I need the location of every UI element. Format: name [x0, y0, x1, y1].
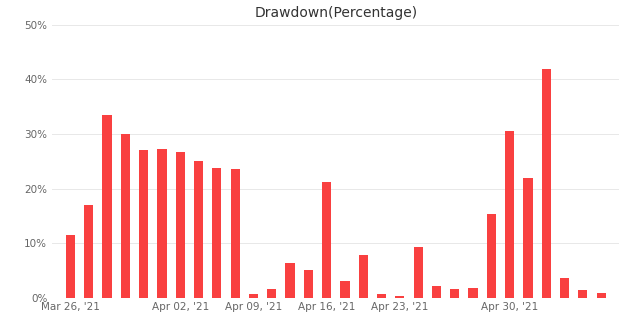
Bar	[578, 291, 587, 298]
Bar	[523, 177, 532, 298]
Bar	[231, 169, 240, 298]
Bar	[377, 294, 386, 298]
Bar	[102, 115, 112, 298]
Bar	[304, 270, 313, 298]
Bar	[194, 161, 203, 298]
Bar	[341, 281, 349, 298]
Bar	[176, 152, 185, 298]
Bar	[139, 150, 148, 298]
Title: Drawdown(Percentage): Drawdown(Percentage)	[254, 5, 418, 19]
Bar	[414, 247, 422, 298]
Bar	[487, 214, 496, 298]
Bar	[597, 293, 606, 298]
Bar	[542, 68, 551, 298]
Bar	[432, 286, 441, 298]
Bar	[395, 296, 404, 298]
Bar	[505, 131, 514, 298]
Bar	[359, 255, 368, 298]
Bar	[469, 288, 478, 298]
Bar	[213, 168, 221, 298]
Bar	[322, 182, 331, 298]
Bar	[267, 289, 276, 298]
Bar	[560, 279, 569, 298]
Bar	[450, 289, 459, 298]
Bar	[66, 235, 75, 298]
Bar	[84, 205, 93, 298]
Bar	[121, 134, 130, 298]
Bar	[249, 294, 258, 298]
Bar	[286, 263, 294, 298]
Bar	[158, 149, 166, 298]
